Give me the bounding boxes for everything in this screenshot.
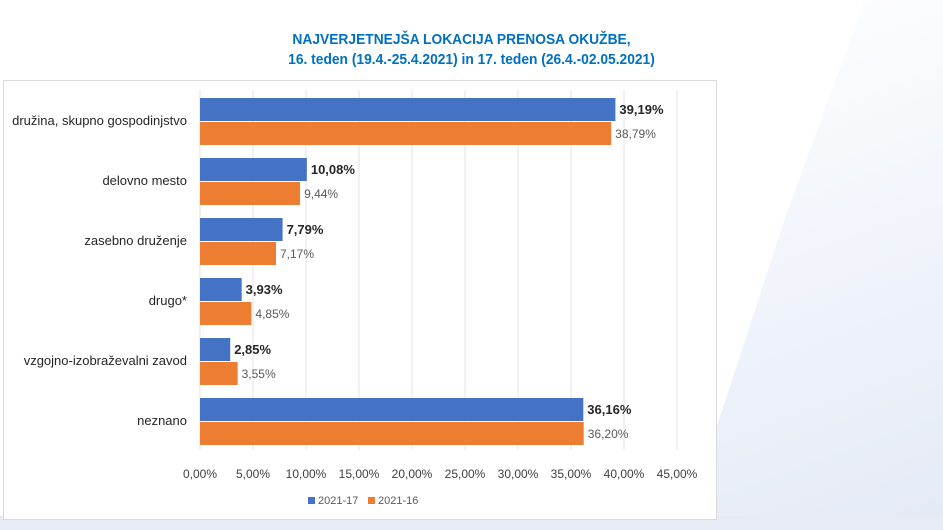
legend-label: 2021-16 <box>378 495 418 507</box>
data-label: 9,44% <box>304 187 338 201</box>
data-label: 4,85% <box>255 307 289 321</box>
data-label: 36,16% <box>587 402 632 417</box>
bar-2021-16 <box>200 362 238 385</box>
data-label: 36,20% <box>588 427 629 441</box>
title-line-1: NAJVERJETNEJŠA LOKACIJA PRENOSA OKUŽBE, <box>292 31 631 48</box>
bar-2021-17 <box>200 398 584 421</box>
data-label: 38,79% <box>615 127 656 141</box>
data-label: 2,85% <box>234 342 271 357</box>
bar-2021-16 <box>200 122 612 145</box>
data-label: 3,93% <box>246 282 283 297</box>
category-label: družina, skupno gospodinjstvo <box>12 113 187 128</box>
data-label: 7,79% <box>287 222 324 237</box>
category-label: zasebno druženje <box>84 233 187 248</box>
x-tick-label: 25,00% <box>445 467 486 481</box>
x-tick-label: 35,00% <box>551 467 592 481</box>
bar-2021-16 <box>200 422 584 445</box>
bar-2021-17 <box>200 98 616 121</box>
data-label: 10,08% <box>311 162 356 177</box>
bar-2021-17 <box>200 278 242 301</box>
x-tick-label: 15,00% <box>339 467 380 481</box>
bar-2021-16 <box>200 302 252 325</box>
chart-area <box>3 80 717 520</box>
legend-swatch <box>308 497 315 504</box>
x-tick-label: 30,00% <box>498 467 539 481</box>
legend-label: 2021-17 <box>318 495 358 507</box>
category-label: neznano <box>137 413 187 428</box>
bar-2021-17 <box>200 338 231 361</box>
bar-2021-17 <box>200 218 283 241</box>
data-label: 7,17% <box>280 247 314 261</box>
chart-title: NAJVERJETNEJŠA LOKACIJA PRENOSA OKUŽBE, … <box>0 30 943 70</box>
x-tick-label: 20,00% <box>392 467 433 481</box>
category-label: drugo* <box>149 293 187 308</box>
x-tick-label: 0,00% <box>183 467 217 481</box>
category-label: delovno mesto <box>102 173 187 188</box>
x-tick-label: 40,00% <box>604 467 645 481</box>
data-label: 39,19% <box>619 102 664 117</box>
bar-2021-17 <box>200 158 307 181</box>
category-label: vzgojno-izobraževalni zavod <box>24 353 187 368</box>
x-tick-label: 45,00% <box>657 467 698 481</box>
bar-2021-16 <box>200 242 277 265</box>
x-tick-label: 5,00% <box>236 467 270 481</box>
title-line-2: 16. teden (19.4.-25.4.2021) in 17. teden… <box>288 51 655 68</box>
data-label: 3,55% <box>242 367 276 381</box>
legend-swatch <box>368 497 375 504</box>
x-tick-label: 10,00% <box>286 467 327 481</box>
bar-2021-16 <box>200 182 301 205</box>
